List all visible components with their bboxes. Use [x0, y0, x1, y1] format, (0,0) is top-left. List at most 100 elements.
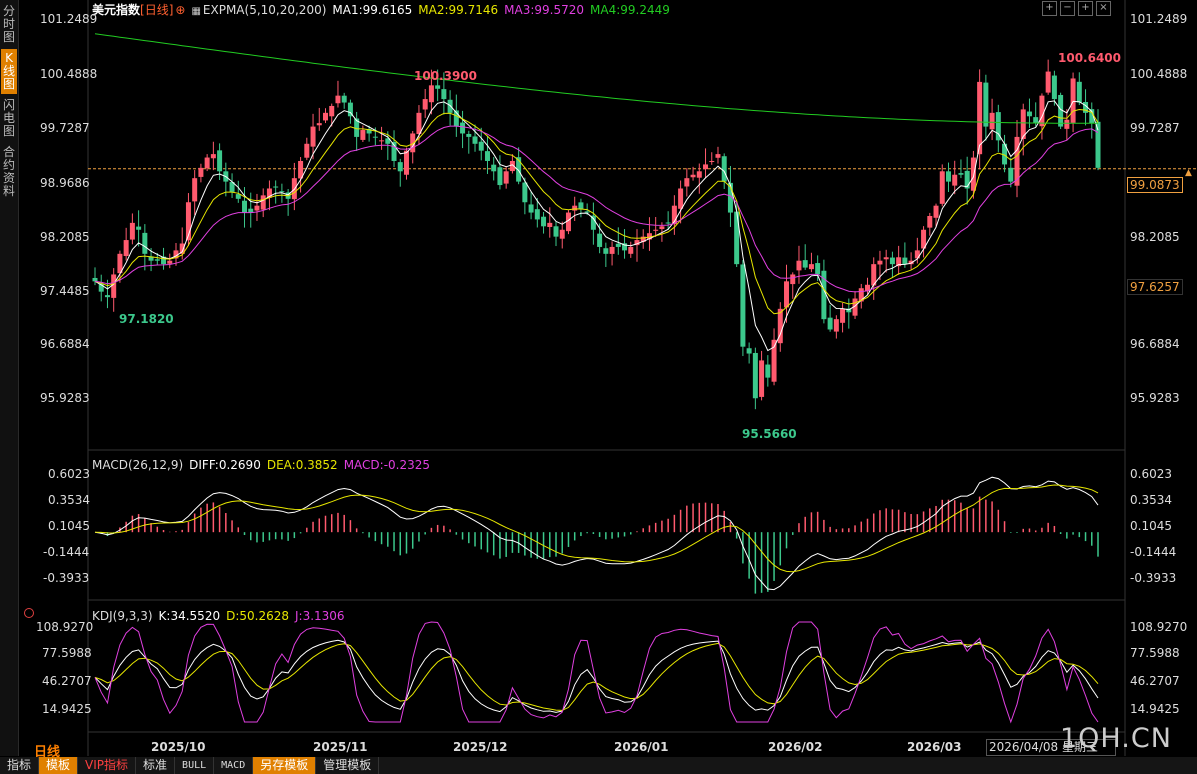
ma2-value: MA2:99.7146 — [418, 3, 499, 17]
candle-body — [572, 205, 578, 211]
candle-body — [921, 229, 927, 249]
date-tick: 2025/10 — [151, 740, 206, 754]
kdj-tick-left: 108.9270 — [36, 620, 94, 634]
candle-body — [1020, 109, 1026, 139]
view-mode-sidebar: 分时图 K线图 闪电图 合约资料 — [0, 0, 19, 756]
candle-body — [615, 243, 621, 247]
tab-templates[interactable]: 模板 — [39, 757, 79, 774]
tab-intraday[interactable]: 分时图 — [2, 4, 15, 44]
candle-body — [372, 136, 378, 138]
macd-tick-left: 0.1045 — [48, 519, 90, 533]
candle-body — [640, 236, 646, 242]
macd-tick: 0.3534 — [1130, 493, 1172, 507]
candle-body — [609, 246, 615, 254]
tab-kline[interactable]: K线图 — [1, 49, 17, 94]
period-tag[interactable]: [日线] — [140, 3, 174, 17]
candle-body — [310, 126, 316, 147]
candle-body — [92, 277, 98, 282]
kdj-d: D:50.2628 — [226, 609, 289, 623]
candle-body — [790, 274, 796, 285]
ma3-value: MA3:99.5720 — [504, 3, 585, 17]
minimize-button[interactable]: − — [1060, 1, 1075, 16]
price-tick: 100.4888 — [1130, 67, 1188, 81]
date-tick: 2026/01 — [614, 740, 669, 754]
tab-macd[interactable]: MACD — [214, 757, 254, 774]
indicator-settings-icon[interactable]: ▦ — [191, 6, 201, 17]
price-tick: 95.9283 — [1130, 391, 1180, 405]
tab-bull[interactable]: BULL — [175, 757, 215, 774]
tab-indicators[interactable]: 指标 — [0, 757, 40, 774]
macd-diff-line — [94, 476, 1099, 591]
macd-tick: 0.1045 — [1130, 519, 1172, 533]
candle-body — [715, 154, 721, 158]
candle-body — [385, 138, 391, 144]
period-selector[interactable]: 日线 — [34, 745, 61, 760]
tab-manage-templates[interactable]: 管理模板 — [316, 757, 380, 774]
candle-body — [927, 216, 933, 228]
tab-flash[interactable]: 闪电图 — [2, 98, 15, 138]
add-indicator-icon[interactable]: ⊕ — [175, 3, 186, 17]
candle-body — [534, 209, 540, 220]
candle-body — [266, 188, 272, 198]
candle-body — [1089, 109, 1095, 124]
candle-body — [684, 178, 690, 187]
candle-body — [896, 257, 902, 267]
tab-vip-indicators[interactable]: VIP指标 — [78, 757, 137, 774]
kdj-tick-left: 46.2707 — [42, 674, 92, 688]
candle-body — [453, 110, 459, 127]
tab-standard[interactable]: 标准 — [136, 757, 176, 774]
candle-body — [939, 171, 945, 204]
macd-dea: DEA:0.3852 — [266, 458, 338, 472]
candle-body — [846, 308, 852, 313]
date-tick: 2026/03 — [907, 740, 962, 754]
date-tick: 2025/11 — [313, 740, 368, 754]
candle-body — [1014, 136, 1020, 186]
ma1-value: MA1:99.6165 — [332, 3, 413, 17]
bottom-toolbar: 指标 模板 VIP指标 标准 BULL MACD 另存模板 管理模板 — [0, 757, 1197, 774]
candle-body — [634, 240, 640, 246]
candle-body — [977, 81, 983, 155]
candle-body — [703, 164, 709, 170]
candle-body — [852, 298, 858, 316]
kdj-tick: 77.5988 — [1130, 646, 1180, 660]
date-tick: 2025/12 — [453, 740, 508, 754]
candle-body — [478, 141, 484, 151]
kdj-tick-left: 14.9425 — [42, 702, 92, 716]
kdj-name[interactable]: KDJ(9,3,3) — [92, 609, 153, 623]
tab-contract-info[interactable]: 合约资料 — [2, 145, 15, 198]
price-tick: 101.2489 — [1130, 12, 1188, 26]
candle-body — [329, 105, 335, 117]
high-label-right: 100.6400 — [1058, 51, 1122, 65]
macd-header: MACD(26,12,9) DIFF:0.2690 DEA:0.3852 MACD:-… — [92, 457, 436, 473]
candle-body — [590, 215, 596, 230]
candle-body — [522, 182, 528, 203]
candle-body — [1002, 143, 1008, 165]
macd-tick-left: 0.6023 — [48, 467, 90, 481]
candle-body — [410, 133, 416, 153]
candle-body — [354, 118, 360, 137]
candle-body — [379, 140, 385, 142]
macd-tick: -0.3933 — [1130, 571, 1177, 585]
expand-button[interactable]: + — [1042, 1, 1057, 16]
tab-save-template[interactable]: 另存模板 — [253, 757, 317, 774]
candle-body — [559, 229, 565, 239]
ema-line-3 — [94, 125, 1099, 293]
candle-body — [403, 150, 409, 175]
candle-body — [111, 274, 117, 298]
candle-body — [995, 112, 1001, 141]
candle-body — [827, 317, 833, 330]
kdj-toggle-icon[interactable] — [24, 608, 34, 618]
add-panel-button[interactable]: + — [1078, 1, 1093, 16]
macd-value: MACD:-0.2325 — [343, 458, 431, 472]
candle-body — [341, 95, 347, 103]
close-button[interactable]: × — [1096, 1, 1111, 16]
candle-body — [578, 202, 584, 210]
candle-body — [204, 157, 210, 169]
low-label-mid: 95.5660 — [742, 427, 797, 441]
kdj-j: J:3.1306 — [295, 609, 345, 623]
candle-body — [1039, 95, 1045, 127]
macd-name[interactable]: MACD(26,12,9) — [92, 458, 184, 472]
expma-indicator-name[interactable]: EXPMA(5,10,20,200) — [202, 3, 327, 17]
price-tick-left: 98.9686 — [40, 176, 90, 190]
